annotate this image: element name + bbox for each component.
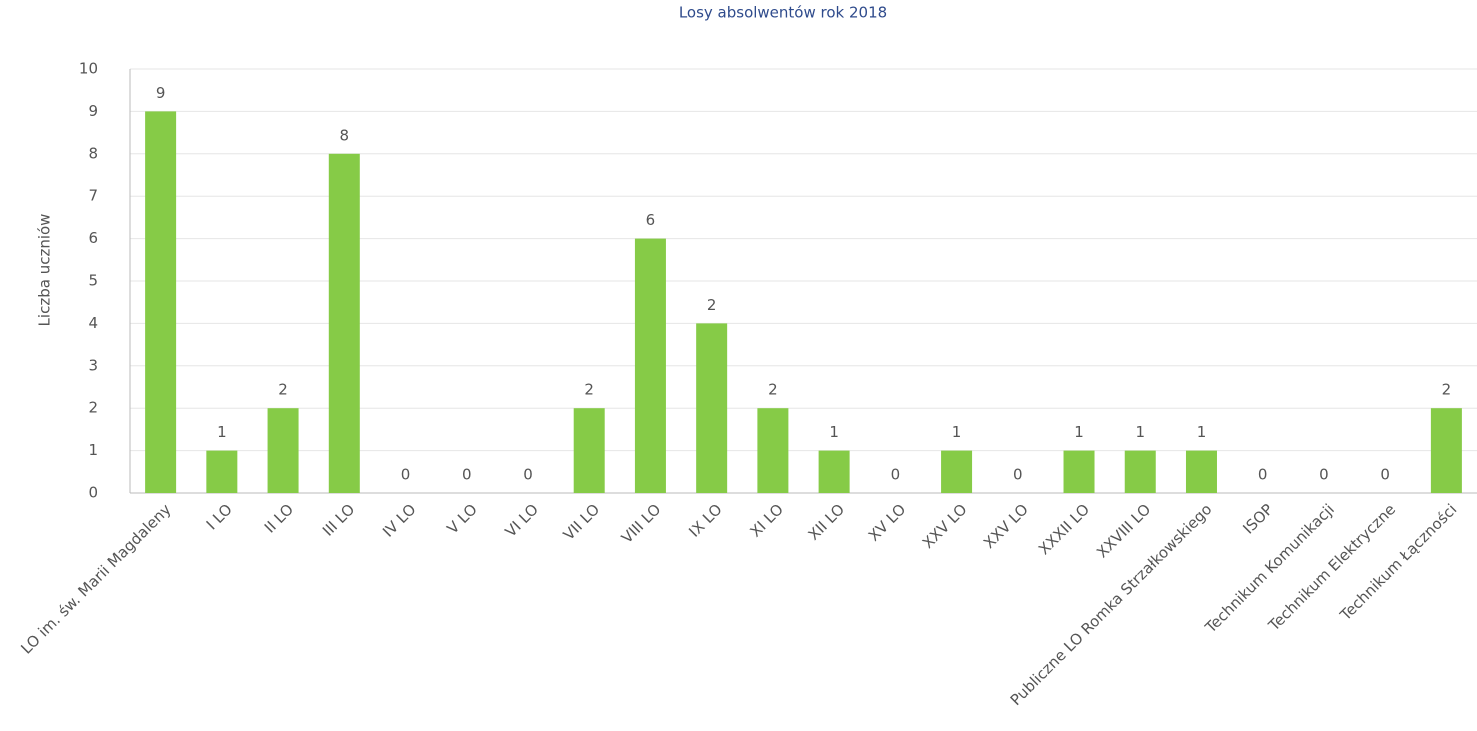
bar xyxy=(1063,450,1095,493)
data-label: 2 xyxy=(768,381,778,399)
x-tick-label: XI LO xyxy=(747,500,787,540)
data-label: 9 xyxy=(156,84,166,102)
bar xyxy=(757,408,789,493)
x-tick-label: XII LO xyxy=(805,500,849,544)
x-tick-label: I LO xyxy=(203,500,236,533)
data-label: 1 xyxy=(829,423,839,441)
x-tick-label: XXV LO xyxy=(919,500,971,552)
data-label: 1 xyxy=(1074,423,1084,441)
data-label: 1 xyxy=(1197,423,1207,441)
bar xyxy=(206,450,238,493)
x-tick-label: V LO xyxy=(444,500,481,537)
y-tick-label: 9 xyxy=(88,102,98,120)
data-label: 1 xyxy=(1135,423,1145,441)
bar xyxy=(1185,450,1217,493)
y-tick-label: 1 xyxy=(88,441,98,459)
data-label: 6 xyxy=(646,211,656,229)
data-label: 0 xyxy=(1258,466,1268,484)
data-label: 0 xyxy=(401,466,411,484)
chart-title: Losy absolwentów rok 2018 xyxy=(679,4,887,22)
data-label: 0 xyxy=(1319,466,1329,484)
data-label: 0 xyxy=(891,466,901,484)
data-label: 2 xyxy=(1442,381,1452,399)
data-label: 2 xyxy=(584,381,594,399)
y-tick-label: 10 xyxy=(79,60,98,78)
x-tick-label: II LO xyxy=(261,500,297,536)
bar xyxy=(573,408,605,493)
data-label: 0 xyxy=(1013,466,1023,484)
x-tick-label: Technikum Łączności xyxy=(1336,500,1460,624)
x-tick-label: XV LO xyxy=(865,500,910,545)
x-tick-label: IX LO xyxy=(685,500,725,540)
bar xyxy=(1430,408,1462,493)
y-tick-label: 3 xyxy=(88,356,98,374)
bar xyxy=(634,238,666,493)
data-label: 2 xyxy=(278,381,288,399)
y-tick-label: 2 xyxy=(88,399,98,417)
data-label: 8 xyxy=(340,126,350,144)
y-tick-label: 7 xyxy=(88,187,98,205)
bar xyxy=(941,450,973,493)
data-label: 0 xyxy=(523,466,533,484)
x-tick-label: III LO xyxy=(319,500,358,539)
bar xyxy=(818,450,850,493)
x-tick-label: VII LO xyxy=(560,500,603,543)
y-axis-label: Liczba uczniów xyxy=(36,214,54,327)
x-tick-label: VI LO xyxy=(502,500,542,540)
x-tick-label: XXXII LO xyxy=(1035,500,1093,558)
data-label: 2 xyxy=(707,296,717,314)
bar xyxy=(1124,450,1156,493)
x-tick-label: ISOP xyxy=(1239,500,1276,537)
y-tick-label: 8 xyxy=(88,144,98,162)
x-tick-label: XXVIII LO xyxy=(1093,500,1154,561)
bar xyxy=(696,323,728,493)
data-label: 0 xyxy=(462,466,472,484)
bar xyxy=(145,111,177,494)
data-label: 1 xyxy=(217,423,227,441)
bar xyxy=(267,408,299,493)
y-tick-label: 6 xyxy=(88,229,98,247)
data-label: 1 xyxy=(952,423,962,441)
y-tick-label: 4 xyxy=(88,314,98,332)
x-tick-label: IV LO xyxy=(379,500,419,540)
data-label: 0 xyxy=(1380,466,1390,484)
y-tick-label: 0 xyxy=(88,484,98,502)
x-tick-label: VIII LO xyxy=(618,500,665,547)
x-tick-label: XXV LO xyxy=(980,500,1032,552)
bar xyxy=(328,153,360,494)
x-tick-label: LO im. św. Marii Magdaleny xyxy=(17,500,174,657)
y-tick-label: 5 xyxy=(88,272,98,290)
